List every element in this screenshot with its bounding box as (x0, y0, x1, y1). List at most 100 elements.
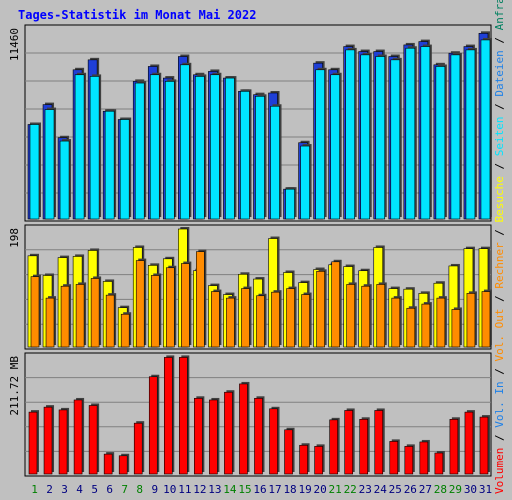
x-label-day: 10 (163, 483, 176, 496)
x-label-day: 8 (136, 483, 143, 496)
bar-volumen (209, 399, 218, 475)
x-label-day: 20 (314, 483, 327, 496)
bar-volumen (43, 406, 53, 475)
bar-rechner (60, 285, 70, 348)
x-label-day: 18 (283, 483, 296, 496)
x-label-day: 13 (208, 483, 221, 496)
bar-seiten (270, 105, 280, 220)
bar-seiten (300, 145, 310, 220)
bar-volumen (58, 409, 68, 475)
svg-text:Volumen / Vol. In / Vol. Out /: Volumen / Vol. In / Vol. Out / Rechner /… (493, 0, 506, 494)
bar-volumen (329, 419, 338, 475)
bar-rechner (361, 285, 371, 348)
bar-seiten (59, 140, 70, 220)
bar-volumen (179, 357, 188, 475)
bar-seiten (164, 81, 175, 220)
x-label-day: 1 (31, 483, 38, 496)
bar-volumen (254, 397, 263, 475)
x-label-day: 29 (449, 483, 462, 496)
bar-seiten (119, 119, 130, 220)
bar-rechner (316, 271, 325, 348)
legend-vol-out: Vol. Out (493, 309, 506, 362)
legend-separator: / (493, 156, 506, 176)
x-label-day: 26 (404, 483, 417, 496)
bar-rechner (150, 275, 160, 348)
x-label-day: 17 (268, 483, 281, 496)
bar-volumen (314, 446, 323, 475)
bar-rechner (181, 263, 190, 348)
x-label-day: 25 (389, 483, 402, 496)
x-label-day: 2 (46, 483, 53, 496)
legend-separator: / (493, 97, 506, 117)
legend-separator: / (493, 289, 506, 309)
bar-rechner (30, 276, 40, 348)
bar-rechner (135, 260, 145, 348)
bar-rechner (466, 293, 476, 348)
x-label-day: 23 (359, 483, 372, 496)
bar-rechner (421, 303, 431, 348)
bar-volumen (449, 418, 459, 475)
bar-volumen (224, 391, 233, 475)
legend-rechner: Rechner (493, 242, 506, 289)
bar-volumen (404, 446, 414, 475)
legend-dateien: Dateien (493, 50, 506, 96)
bar-rechner (406, 307, 416, 348)
legend-anfragen: Anfragen (493, 0, 506, 30)
chart-title: Tages-Statistik im Monat Mai 2022 (18, 8, 256, 22)
x-label-day: 9 (151, 483, 158, 496)
bar-rechner (90, 278, 100, 348)
x-label-day: 15 (238, 483, 251, 496)
bar-rechner (436, 297, 446, 348)
bar-rechner (75, 284, 85, 348)
bar-seiten (44, 109, 55, 220)
bar-seiten (195, 76, 205, 220)
x-label-day: 19 (298, 483, 311, 496)
bar-seiten (104, 110, 115, 220)
bar-volumen (434, 452, 444, 475)
bar-volumen (269, 408, 278, 475)
bar-rechner (120, 313, 130, 348)
chart-panels: 11460 198 211.72 MB (8, 24, 492, 477)
legend-separator: / (493, 362, 506, 382)
bar-seiten (285, 188, 295, 220)
bar-volumen (239, 383, 248, 475)
bar-volumen (28, 411, 38, 475)
bar-rechner (105, 294, 115, 348)
bar-seiten (134, 82, 145, 220)
legend-separator: / (493, 30, 506, 50)
x-label-day: 4 (76, 483, 83, 496)
bar-volumen (73, 399, 83, 475)
bar-volumen (389, 441, 399, 475)
legend-separator: / (493, 428, 506, 448)
x-label-day: 6 (106, 483, 113, 496)
x-axis-day-labels: 1 2 3 4 5 6 7 8 9 10 11 12 13 14 15 16 17 18 19 20 21 22 23 24 2… (31, 483, 492, 496)
bar-rechner (241, 288, 250, 348)
bar-rechner (301, 294, 310, 348)
bar-seiten (435, 66, 446, 220)
bar-seiten (225, 77, 235, 220)
bar-seiten (89, 76, 100, 220)
bar-volumen (284, 429, 293, 475)
legend-vol-in: Vol. In (493, 381, 506, 427)
bar-volumen (88, 405, 98, 475)
bar-volumen (344, 410, 353, 475)
bar-seiten (360, 54, 371, 220)
bar-rechner (391, 297, 401, 348)
bar-volumen (133, 422, 143, 475)
bar-rechner (165, 267, 175, 348)
legend-separator: / (493, 222, 506, 242)
bar-rechner (331, 261, 340, 348)
bar-volumen (118, 455, 128, 475)
bar-seiten (375, 56, 386, 220)
bar-seiten (255, 96, 265, 220)
bar-seiten (180, 64, 190, 220)
bar-seiten (240, 91, 250, 220)
legend-besuche: Besuche (493, 176, 506, 222)
bar-seiten (405, 47, 416, 220)
bar-seiten (420, 46, 431, 220)
x-label-day: 31 (479, 483, 492, 496)
bar-rechner (451, 309, 461, 348)
legend-volumen: Volumen (493, 448, 506, 494)
axis-max-label: 211.72 MB (8, 356, 21, 416)
